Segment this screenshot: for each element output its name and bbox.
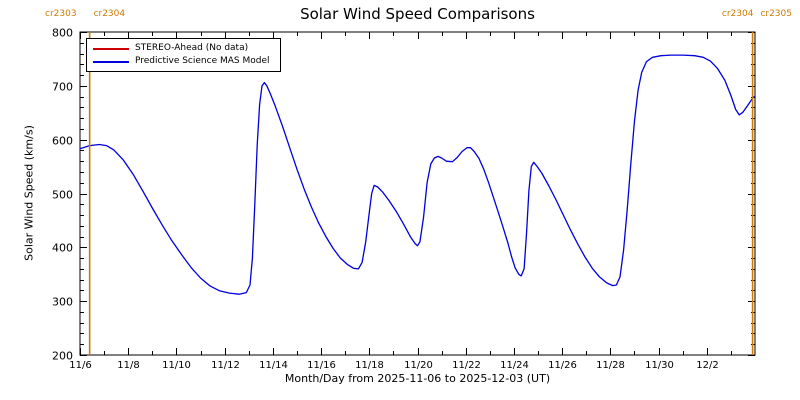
x-tick-label: 11/6 [69,360,91,371]
x-tick-label: 11/10 [162,360,191,371]
cr-label-right-1: cr2304 [721,9,754,19]
y-tick-label: 200 [52,350,73,363]
x-axis-title: Month/Day from 2025-11-06 to 2025-12-03 … [284,372,551,385]
x-tick-label: 11/14 [259,360,288,371]
legend: STEREO-Ahead (No data) Predictive Scienc… [86,38,281,72]
x-tick-label: 11/24 [500,360,529,371]
legend-item-mas-model: Predictive Science MAS Model [93,56,270,67]
mas-line-swatch [93,60,129,63]
legend-label-stereo: STEREO-Ahead (No data) [135,43,249,53]
legend-item-stereo-ahead: STEREO-Ahead (No data) [93,43,270,54]
carrington-rotation-labels-left: cr2303 cr2304 [45,9,125,19]
y-tick-label: 600 [52,135,73,148]
cr-label-right-2: cr2305 [760,9,792,19]
series-mas-model-line [79,54,756,295]
x-tick-label: 11/28 [596,360,625,371]
x-tick-label: 11/30 [645,360,674,371]
chart-title: Solar Wind Speed Comparisons [300,5,535,23]
y-tick-label: 300 [52,296,73,309]
axes-box [79,31,756,356]
legend-label-mas: Predictive Science MAS Model [135,56,270,66]
y-tick-label: 500 [52,189,73,202]
cr-label-left-2: cr2304 [93,9,126,19]
y-tick-label: 400 [52,242,73,255]
x-tick-label: 11/20 [404,360,433,371]
stereo-line-swatch [93,47,129,50]
x-tick-label: 11/18 [355,360,384,371]
x-tick-label: 12/2 [696,360,718,371]
x-tick-label: 11/8 [117,360,139,371]
x-tick-label: 11/16 [307,360,336,371]
y-tick-label: 800 [52,27,73,40]
x-tick-label: 11/26 [548,360,577,371]
cr-label-left-1: cr2303 [45,9,77,19]
x-tick-label: 11/12 [211,360,240,371]
y-axis-title: Solar Wind Speed (km/s) [22,125,36,261]
y-tick-label: 700 [52,81,73,94]
carrington-rotation-labels-right: cr2304 cr2305 [722,9,792,19]
x-tick-label: 11/22 [452,360,481,371]
